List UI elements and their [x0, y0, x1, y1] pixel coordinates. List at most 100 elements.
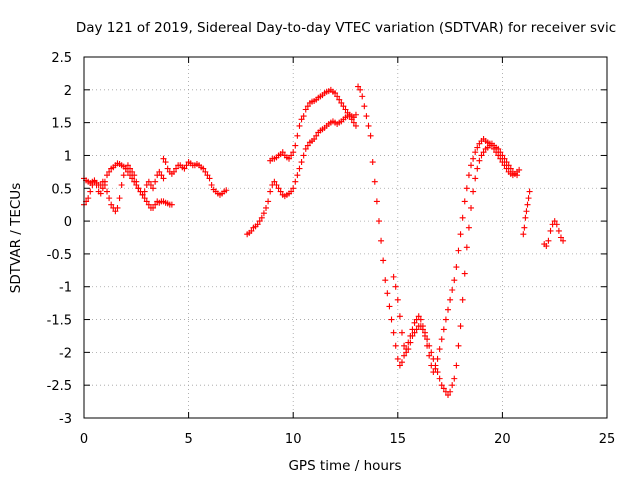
data-point — [302, 145, 309, 152]
data-point — [384, 290, 391, 297]
plot-frame — [83, 56, 608, 419]
data-point — [555, 227, 562, 234]
data-point — [463, 244, 470, 251]
data-point — [516, 166, 523, 173]
data-point — [405, 346, 412, 353]
data-point — [106, 195, 113, 202]
data-point — [99, 178, 106, 185]
data-point — [459, 296, 466, 303]
data-point — [290, 185, 297, 192]
data-point — [344, 109, 351, 116]
data-point — [200, 165, 207, 172]
data-point — [461, 198, 468, 205]
data-point — [495, 145, 502, 152]
data-point — [388, 316, 395, 323]
data-point — [275, 185, 282, 192]
data-point — [150, 204, 157, 211]
data-point — [378, 237, 385, 244]
data-point — [449, 382, 456, 389]
data-point — [447, 388, 454, 395]
data-point — [357, 86, 364, 93]
data-point — [116, 195, 123, 202]
data-point — [415, 313, 422, 320]
data-point — [152, 178, 159, 185]
data-point — [106, 168, 113, 175]
data-point — [254, 221, 261, 228]
data-point — [553, 221, 560, 228]
data-point — [170, 168, 177, 175]
data-point — [451, 375, 458, 382]
data-point — [145, 201, 152, 208]
data-point — [472, 175, 479, 182]
data-point — [386, 303, 393, 310]
data-point — [457, 323, 464, 330]
data-point — [141, 195, 148, 202]
data-point — [396, 362, 403, 369]
data-point — [260, 210, 267, 217]
data-point — [521, 224, 528, 231]
data-point — [413, 326, 420, 333]
data-point — [248, 227, 255, 234]
data-point — [440, 326, 447, 333]
data-point — [375, 218, 382, 225]
data-point — [465, 172, 472, 179]
data-point — [369, 159, 376, 166]
data-point — [97, 190, 104, 197]
data-point — [371, 178, 378, 185]
data-point — [267, 188, 274, 195]
data-point — [139, 191, 146, 198]
data-points — [81, 83, 567, 399]
data-point — [501, 155, 508, 162]
data-point — [440, 385, 447, 392]
data-point — [436, 346, 443, 353]
data-point — [394, 296, 401, 303]
data-point — [445, 392, 452, 399]
data-point — [355, 83, 362, 90]
data-point — [392, 342, 399, 349]
data-point — [158, 172, 165, 179]
data-point — [141, 188, 148, 195]
y-tick-label: 0.5 — [51, 182, 72, 197]
data-point — [104, 188, 111, 195]
data-point — [311, 136, 318, 143]
data-point — [445, 306, 452, 313]
data-point — [401, 342, 408, 349]
data-point — [99, 185, 106, 192]
data-point — [206, 175, 213, 182]
data-point — [453, 362, 460, 369]
data-point — [461, 270, 468, 277]
data-point — [350, 119, 357, 126]
data-point — [292, 178, 299, 185]
data-point — [522, 214, 529, 221]
data-point — [524, 201, 531, 208]
data-point — [131, 172, 138, 179]
x-tick-label: 15 — [390, 432, 407, 447]
data-point — [447, 296, 454, 303]
data-point — [392, 283, 399, 290]
data-point — [551, 218, 558, 225]
data-point — [417, 316, 424, 323]
data-point — [263, 204, 270, 211]
data-point — [453, 264, 460, 271]
data-point — [332, 90, 339, 97]
data-point — [288, 152, 295, 159]
y-tick-label: 0 — [64, 215, 72, 230]
data-point — [560, 237, 567, 244]
data-point — [468, 204, 475, 211]
data-point — [470, 155, 477, 162]
x-axis-label: GPS time / hours — [288, 458, 401, 474]
data-point — [503, 159, 510, 166]
data-point — [202, 168, 209, 175]
data-point — [162, 159, 169, 166]
data-point — [296, 122, 303, 129]
data-point — [223, 187, 230, 194]
data-point — [296, 165, 303, 172]
data-point — [288, 188, 295, 195]
data-point — [135, 185, 142, 192]
data-point — [156, 168, 163, 175]
y-tick-label: 2 — [64, 84, 72, 99]
x-tick-label: 0 — [80, 432, 88, 447]
data-point — [150, 185, 157, 192]
data-point — [417, 323, 424, 330]
y-axis-label: SDTVAR / TECUs — [8, 183, 24, 293]
